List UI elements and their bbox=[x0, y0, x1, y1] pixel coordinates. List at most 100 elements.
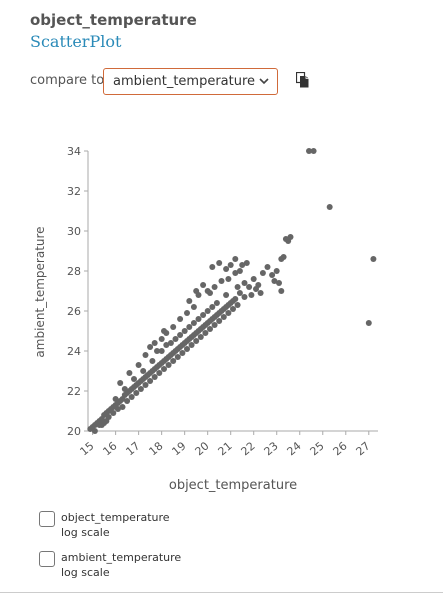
data-point bbox=[241, 280, 248, 286]
data-point bbox=[193, 338, 200, 344]
data-point bbox=[202, 330, 209, 336]
compare-label: compare to bbox=[30, 73, 105, 88]
data-point bbox=[370, 256, 377, 262]
data-point bbox=[220, 314, 227, 320]
data-point bbox=[239, 262, 246, 268]
compare-select-value: ambient_temperature bbox=[113, 74, 256, 89]
data-point bbox=[112, 396, 119, 402]
data-point bbox=[193, 288, 200, 294]
data-point bbox=[232, 256, 239, 262]
data-point bbox=[137, 386, 144, 392]
y-axis-label: ambient_temperature bbox=[33, 226, 47, 357]
data-point bbox=[147, 378, 154, 384]
data-point bbox=[184, 346, 190, 352]
data-point bbox=[232, 296, 239, 302]
data-point bbox=[172, 336, 179, 342]
data-point bbox=[223, 266, 230, 272]
data-point bbox=[167, 340, 174, 346]
data-point bbox=[264, 264, 271, 270]
data-point bbox=[259, 270, 266, 276]
data-point bbox=[287, 234, 294, 240]
option-variable-name: ambient_temperature bbox=[61, 551, 182, 564]
data-point bbox=[209, 304, 216, 310]
data-point bbox=[213, 300, 220, 306]
data-point bbox=[257, 290, 264, 296]
data-point bbox=[225, 310, 232, 316]
data-point bbox=[365, 320, 372, 326]
data-point bbox=[246, 284, 253, 290]
data-point bbox=[234, 302, 241, 308]
compare-select[interactable]: ambient_temperature bbox=[103, 68, 278, 95]
data-point bbox=[227, 262, 234, 268]
x-tick-label: 15 bbox=[77, 439, 96, 458]
variable-title: object_temperature bbox=[30, 11, 197, 29]
y-tick-label: 34 bbox=[67, 145, 81, 158]
y-tick-label: 20 bbox=[67, 425, 81, 438]
data-point bbox=[147, 344, 154, 350]
data-point bbox=[158, 336, 165, 342]
y-tick-label: 22 bbox=[67, 385, 81, 398]
log-scale-option-x: object_temperature log scale bbox=[39, 510, 170, 540]
x-tick-label: 18 bbox=[146, 439, 165, 458]
data-point bbox=[278, 288, 285, 294]
data-point bbox=[174, 354, 181, 360]
data-point bbox=[119, 404, 126, 410]
data-point bbox=[188, 342, 195, 348]
y-tick-label: 32 bbox=[67, 185, 81, 198]
data-point bbox=[243, 260, 250, 266]
data-point bbox=[271, 278, 278, 284]
data-point bbox=[207, 326, 213, 332]
data-point bbox=[158, 348, 165, 354]
data-point bbox=[140, 368, 147, 374]
x-tick-label: 26 bbox=[331, 439, 350, 458]
data-point bbox=[190, 320, 197, 326]
y-axis: 20 22 24 26 28 30 32 34 bbox=[67, 145, 89, 438]
data-point bbox=[326, 204, 333, 210]
data-point bbox=[154, 348, 160, 354]
chevron-down-icon bbox=[259, 78, 269, 85]
x-tick-label: 19 bbox=[170, 439, 189, 458]
data-point bbox=[121, 386, 128, 392]
data-point bbox=[110, 410, 117, 416]
data-point bbox=[253, 286, 259, 292]
data-point bbox=[310, 148, 317, 154]
data-points bbox=[87, 148, 377, 434]
x-tick-label: 21 bbox=[216, 439, 235, 458]
data-point bbox=[170, 324, 177, 330]
x-axis: 15 16 17 18 19 20 21 22 23 24 25 26 27 bbox=[77, 430, 378, 458]
data-point bbox=[186, 324, 193, 330]
data-point bbox=[273, 268, 280, 274]
data-point bbox=[142, 352, 149, 358]
copy-icon[interactable] bbox=[296, 72, 309, 88]
x-axis-label: object_temperature bbox=[169, 478, 297, 493]
data-point bbox=[161, 366, 167, 372]
data-point bbox=[200, 282, 207, 288]
data-point bbox=[126, 370, 133, 376]
x-tick-label: 17 bbox=[123, 439, 142, 458]
log-scale-checkbox-y[interactable] bbox=[39, 551, 55, 567]
data-point bbox=[190, 304, 197, 310]
data-point bbox=[207, 290, 213, 296]
data-point bbox=[133, 390, 140, 396]
data-point bbox=[131, 376, 137, 382]
x-tick-label: 22 bbox=[239, 439, 258, 458]
data-point bbox=[98, 422, 105, 428]
data-point bbox=[163, 342, 170, 348]
log-scale-checkbox-x[interactable] bbox=[39, 511, 55, 527]
data-point bbox=[250, 276, 257, 282]
data-point bbox=[177, 332, 184, 338]
x-tick-label: 24 bbox=[285, 439, 304, 458]
data-point bbox=[177, 316, 184, 322]
data-point bbox=[269, 272, 276, 278]
data-point bbox=[103, 418, 110, 424]
data-point bbox=[236, 290, 243, 296]
data-point bbox=[197, 334, 204, 340]
data-point bbox=[114, 406, 121, 412]
option-variable-name: object_temperature bbox=[61, 511, 170, 524]
data-point bbox=[216, 260, 223, 266]
bottom-divider bbox=[0, 592, 443, 593]
x-tick-label: 16 bbox=[100, 439, 119, 458]
data-point bbox=[209, 264, 216, 270]
plot-type-title: ScatterPlot bbox=[30, 32, 122, 51]
